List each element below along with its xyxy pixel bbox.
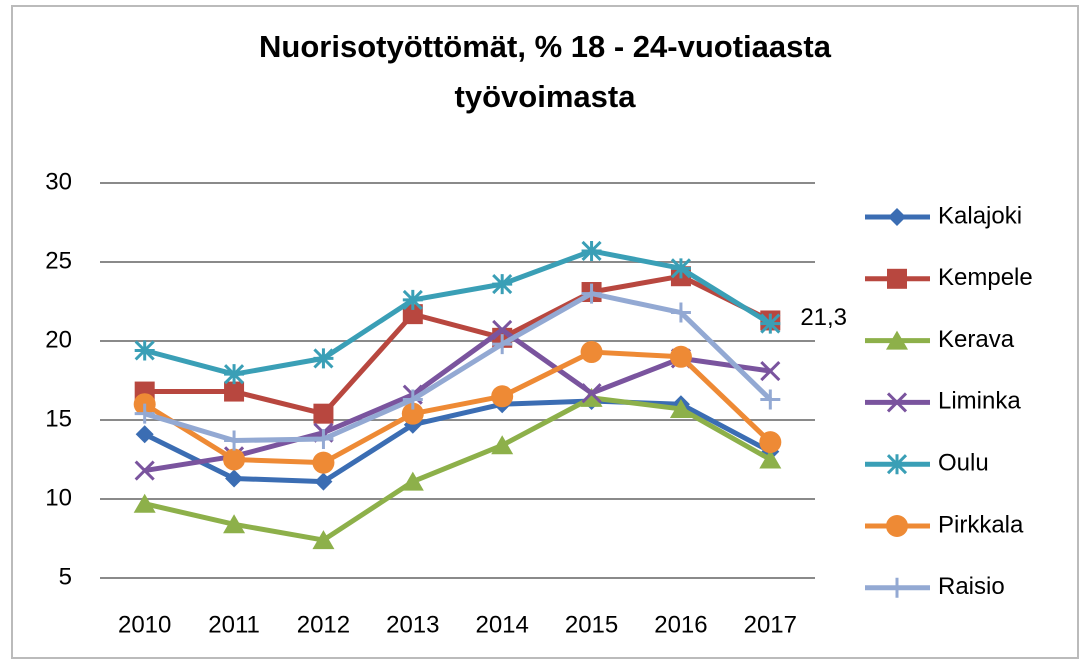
marker bbox=[669, 345, 692, 368]
legend-label: Kalajoki bbox=[938, 202, 1022, 229]
legend-marker bbox=[886, 392, 908, 413]
y-tick-label: 5 bbox=[59, 563, 72, 590]
marker bbox=[492, 319, 513, 341]
marker bbox=[580, 387, 603, 407]
line bbox=[144, 327, 771, 474]
data-label: 21,3 bbox=[800, 304, 847, 331]
x-tick-label: 2010 bbox=[118, 611, 171, 638]
marker bbox=[134, 340, 155, 361]
marker bbox=[314, 472, 333, 491]
marker bbox=[134, 460, 155, 481]
x-tick-label: 2016 bbox=[654, 611, 707, 638]
marker bbox=[312, 530, 335, 550]
marker bbox=[313, 348, 334, 369]
marker bbox=[401, 402, 424, 425]
line bbox=[143, 291, 773, 444]
legend-marker bbox=[887, 577, 907, 598]
y-tick-label: 10 bbox=[45, 484, 72, 511]
x-tick-label: 2012 bbox=[297, 611, 350, 638]
marker bbox=[760, 389, 781, 410]
x-tick-label: 2011 bbox=[208, 611, 260, 638]
marker bbox=[224, 364, 245, 385]
marker bbox=[581, 383, 602, 404]
legend-marker bbox=[886, 330, 908, 350]
marker bbox=[492, 334, 513, 355]
legend-label: Oulu bbox=[938, 450, 989, 477]
marker bbox=[669, 398, 692, 418]
series bbox=[134, 283, 781, 451]
legend-label: Raisio bbox=[938, 573, 1005, 600]
legend-label: Kempele bbox=[938, 264, 1033, 291]
legend-marker bbox=[887, 268, 907, 289]
line bbox=[144, 248, 772, 377]
line bbox=[143, 349, 773, 466]
x-tick-label: 2013 bbox=[386, 611, 439, 638]
marker bbox=[313, 428, 334, 449]
marker bbox=[135, 425, 154, 444]
legend-label: Kerava bbox=[938, 326, 1015, 353]
series bbox=[134, 240, 781, 385]
x-tick-label: 2017 bbox=[744, 611, 797, 638]
marker bbox=[312, 451, 335, 474]
marker bbox=[670, 302, 691, 323]
marker bbox=[491, 385, 514, 408]
legend-marker bbox=[888, 208, 906, 226]
marker bbox=[402, 389, 423, 410]
marker bbox=[759, 431, 782, 454]
series bbox=[133, 387, 782, 550]
marker bbox=[492, 274, 513, 295]
x-tick-label: 2015 bbox=[565, 611, 618, 638]
series bbox=[133, 341, 782, 474]
line bbox=[144, 395, 772, 543]
line bbox=[144, 273, 772, 417]
marker bbox=[133, 493, 156, 513]
marker bbox=[759, 449, 782, 469]
marker bbox=[224, 430, 245, 451]
chart-title: Nuorisotyöttömät, % 18 - 24-vuotiaasta t… bbox=[259, 29, 831, 114]
y-tick-label: 15 bbox=[45, 405, 72, 432]
marker bbox=[401, 471, 424, 491]
legend-label: Liminka bbox=[938, 388, 1021, 415]
legend-marker bbox=[886, 515, 908, 537]
marker bbox=[760, 360, 781, 382]
legend-label: Pirkkala bbox=[938, 511, 1024, 538]
marker bbox=[224, 381, 245, 402]
marker bbox=[760, 313, 781, 334]
marker bbox=[581, 240, 602, 262]
marker bbox=[580, 341, 603, 364]
x-tick-label: 2014 bbox=[475, 611, 528, 638]
marker bbox=[134, 403, 155, 424]
y-tick-label: 25 bbox=[45, 247, 72, 274]
marker bbox=[402, 304, 423, 325]
marker bbox=[223, 448, 246, 471]
marker bbox=[223, 514, 246, 534]
line bbox=[143, 398, 772, 485]
y-tick-label: 30 bbox=[45, 168, 72, 195]
marker bbox=[581, 283, 602, 304]
y-tick-label: 20 bbox=[45, 326, 72, 353]
chart-frame bbox=[11, 5, 1079, 659]
marker bbox=[313, 403, 334, 424]
marker bbox=[670, 258, 691, 279]
marker bbox=[491, 435, 514, 455]
marker bbox=[225, 469, 244, 488]
marker bbox=[402, 289, 423, 310]
legend-marker bbox=[886, 454, 908, 475]
